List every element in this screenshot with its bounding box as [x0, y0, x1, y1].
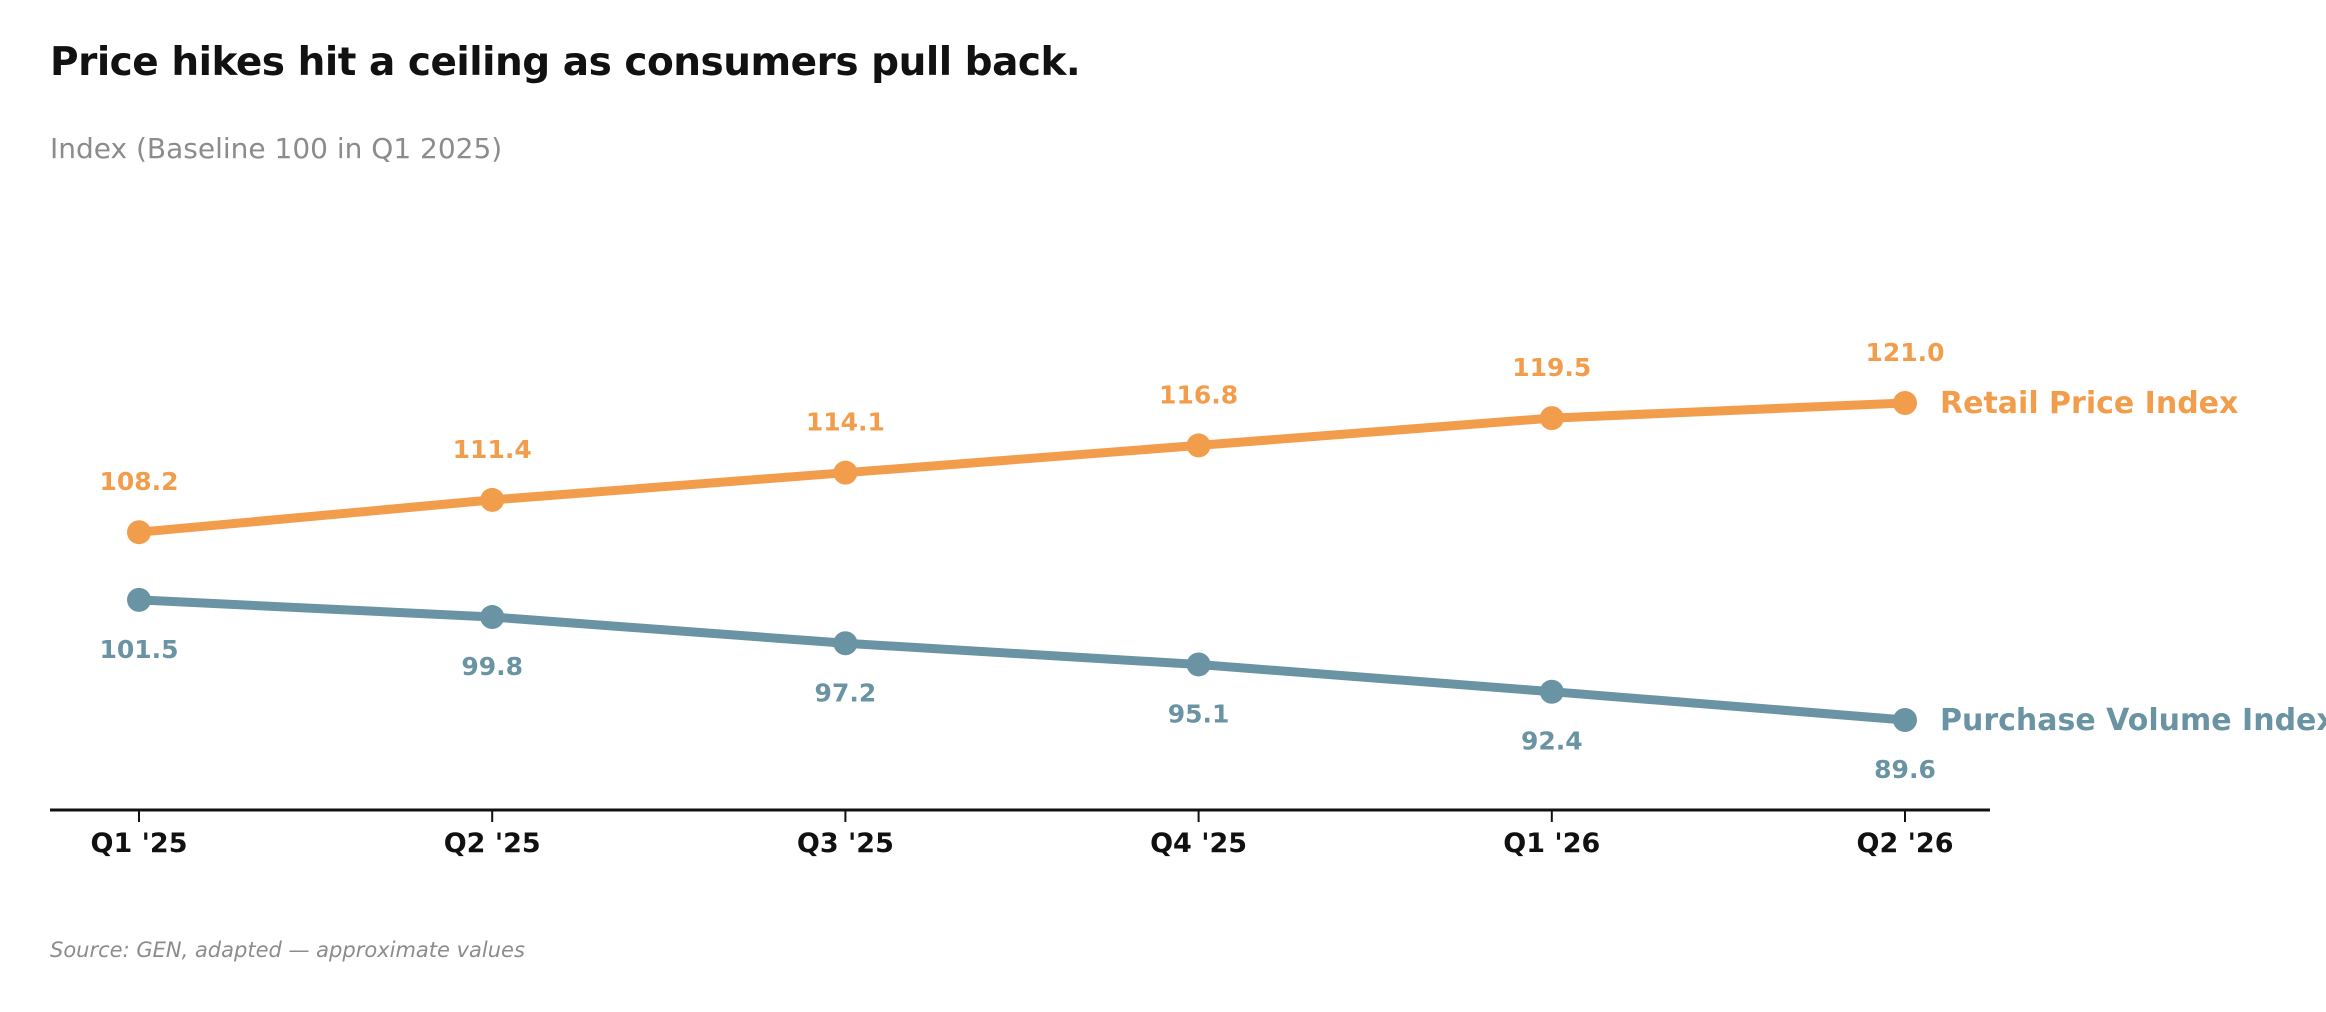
data-point — [480, 605, 505, 630]
data-point — [127, 587, 151, 612]
x-tick-label: Q2 '25 — [444, 828, 541, 859]
data-label: 108.2 — [99, 467, 178, 496]
data-label: 95.1 — [1168, 699, 1230, 728]
data-label: 116.8 — [1159, 380, 1238, 409]
x-tick-label: Q2 '26 — [1857, 828, 1954, 859]
data-point — [1539, 679, 1564, 704]
series-line-retail-price-index — [134, 398, 1910, 537]
x-tick-label: Q4 '25 — [1150, 828, 1247, 859]
series-name-label: Purchase Volume Index — [1940, 703, 2326, 738]
data-point — [833, 460, 858, 485]
series-line-purchase-volume-index — [134, 595, 1910, 725]
data-label: 89.6 — [1874, 755, 1936, 784]
x-tick-label: Q1 '26 — [1503, 828, 1600, 859]
data-label: 121.0 — [1865, 338, 1944, 367]
data-point — [833, 631, 858, 656]
data-point — [1186, 433, 1211, 458]
series-name-label: Retail Price Index — [1940, 386, 2238, 421]
series-layer: 108.2 111.4 114.1 116.8 119.5 121.0 Retail Pri… — [99, 338, 2326, 784]
data-label: 114.1 — [806, 408, 885, 437]
data-point — [1186, 652, 1211, 677]
x-tick-label: Q1 '25 — [91, 828, 188, 859]
data-point — [1893, 391, 1917, 415]
data-label: 92.4 — [1521, 727, 1583, 756]
data-label: 101.5 — [99, 635, 178, 664]
data-point — [127, 520, 151, 545]
data-label: 97.2 — [815, 678, 877, 707]
x-tick-label: Q3 '25 — [797, 828, 894, 859]
data-point — [1539, 406, 1564, 431]
data-label: 99.8 — [461, 652, 523, 681]
series-retail-price-index: 108.2 111.4 114.1 116.8 119.5 121.0 Retail Pri… — [99, 338, 2238, 545]
data-point — [1893, 708, 1917, 732]
data-label: 111.4 — [453, 435, 532, 464]
data-label: 119.5 — [1512, 353, 1591, 382]
chart-subtitle: Index (Baseline 100 in Q1 2025) — [50, 132, 503, 165]
x-axis-ticks: Q1 '25 Q2 '25 Q3 '25 Q4 '25 Q1 '26 Q2 '26 — [91, 810, 1954, 859]
chart-title: Price hikes hit a ceiling as consumers p… — [50, 40, 1081, 85]
data-point — [480, 487, 505, 512]
source-note: Source: GEN, adapted — approximate value… — [50, 938, 525, 962]
